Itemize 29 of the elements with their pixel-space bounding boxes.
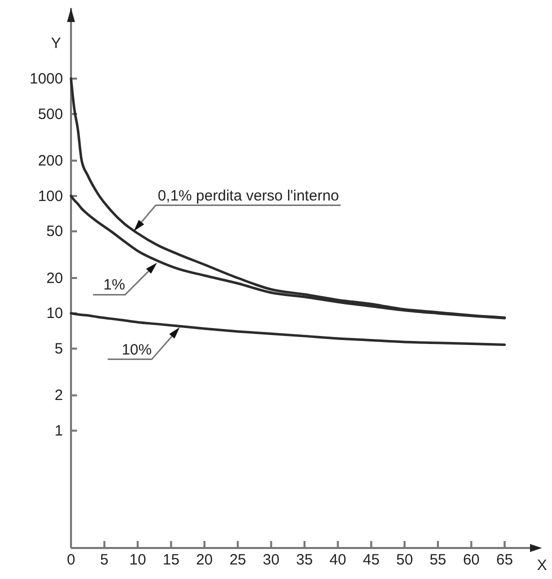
x-tick-label: 35 bbox=[296, 552, 313, 569]
y-axis-title: Y bbox=[50, 35, 61, 52]
x-tick-label: 55 bbox=[430, 552, 446, 569]
y-tick-label: 1 bbox=[54, 422, 63, 440]
y-tick-label: 10 bbox=[46, 305, 63, 322]
x-tick-label: 5 bbox=[100, 552, 109, 569]
y-tick-label: 1000 bbox=[30, 70, 63, 88]
x-tick-label: 65 bbox=[496, 552, 513, 569]
annotation: 0,1% perdita verso l'interno bbox=[158, 187, 340, 204]
y-tick-label: 5 bbox=[54, 340, 63, 358]
x-tick-label: 40 bbox=[330, 552, 346, 569]
x-tick-label: 15 bbox=[162, 552, 180, 569]
annotation: 1% bbox=[103, 276, 126, 294]
annotation: 10% bbox=[122, 341, 152, 358]
x-tick-label: 30 bbox=[262, 552, 280, 569]
x-tick-label: 10 bbox=[129, 552, 146, 569]
y-tick-label: 100 bbox=[38, 188, 63, 205]
x-tick-label: 50 bbox=[396, 552, 413, 569]
y-tick-label: 2 bbox=[54, 387, 63, 404]
y-tick-label: 20 bbox=[46, 270, 63, 287]
y-tick-label: 50 bbox=[46, 223, 63, 240]
y-tick-label: 500 bbox=[38, 106, 63, 123]
y-tick-label: 200 bbox=[38, 152, 63, 170]
x-tick-label: 60 bbox=[462, 552, 480, 569]
x-tick-label: 45 bbox=[362, 552, 380, 569]
x-tick-label: 25 bbox=[229, 552, 246, 569]
x-axis-title: X bbox=[536, 557, 548, 574]
x-tick-label: 20 bbox=[196, 552, 213, 569]
x-tick-label: 0 bbox=[66, 552, 76, 569]
